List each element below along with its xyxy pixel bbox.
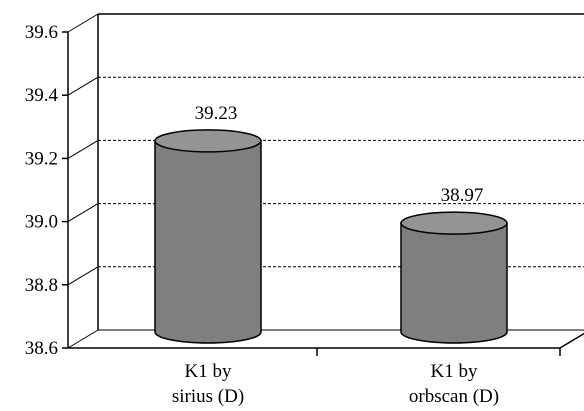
side-wall-gridline [67, 139, 99, 159]
category-label-line: K1 by [185, 361, 232, 382]
gridlines [67, 13, 584, 349]
bars [154, 129, 508, 344]
side-wall-gridline [67, 76, 99, 96]
data-label: 38.97 [441, 185, 484, 206]
floor-right-edge [559, 332, 584, 349]
y-tick-label: 39.0 [25, 212, 58, 233]
side-wall-gridline [67, 13, 99, 33]
y-tick-label: 39.4 [25, 85, 59, 106]
side-wall-gridline [67, 329, 99, 349]
category-label: K1 by orbscan (D) [409, 361, 499, 407]
y-tick-label: 38.8 [25, 275, 58, 296]
bar-cylinder [154, 129, 262, 344]
side-wall-gridline [67, 266, 99, 286]
category-label-line: sirius (D) [172, 386, 244, 407]
plot-frame [67, 13, 584, 356]
category-label: K1 by sirius (D) [172, 361, 244, 407]
y-axis-ticks: 38.6 38.8 39.0 39.2 39.4 39.6 [25, 22, 68, 359]
side-wall-gridline [67, 203, 99, 223]
category-label-line: K1 by [431, 361, 478, 382]
data-label: 39.23 [195, 103, 238, 124]
data-labels: 39.23 38.97 [195, 103, 484, 206]
bar-cylinder [400, 211, 508, 344]
bar-body [400, 222, 508, 344]
bar-top [400, 211, 508, 235]
category-label-line: orbscan (D) [409, 386, 499, 407]
y-tick-label: 39.6 [25, 22, 58, 43]
bar-top [154, 129, 262, 153]
bar-body [154, 140, 262, 344]
category-labels: K1 by sirius (D) K1 by orbscan (D) [172, 361, 499, 407]
y-tick-label: 39.2 [25, 148, 58, 169]
y-tick-label: 38.6 [25, 338, 58, 359]
